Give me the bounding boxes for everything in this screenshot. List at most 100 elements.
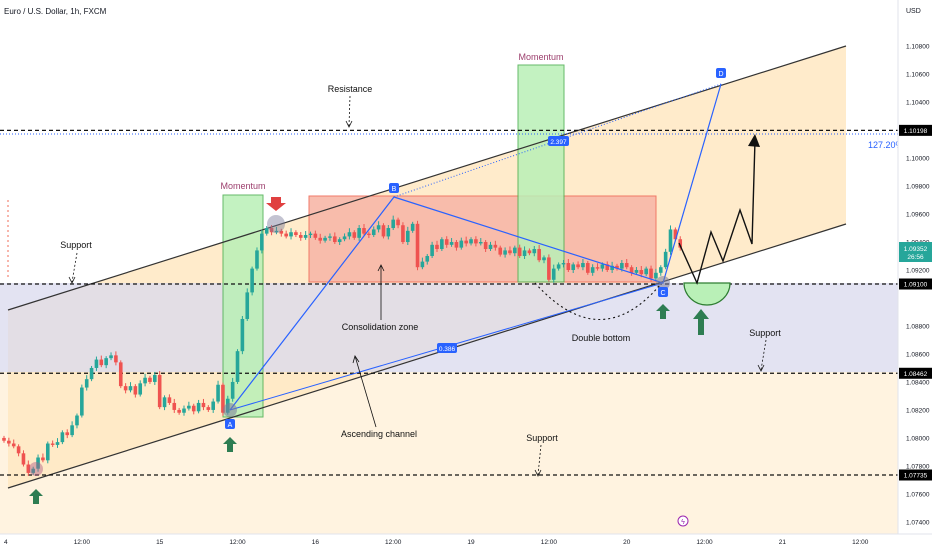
last-price-tag: 1.09352 — [904, 246, 928, 253]
ratio-badge-1: 0.386 — [439, 346, 456, 353]
candle — [264, 228, 269, 234]
candle — [440, 239, 444, 250]
y-tick-label: 1.08600 — [906, 351, 930, 358]
candle — [405, 230, 410, 243]
support-left-pointer — [71, 252, 78, 283]
candle — [55, 442, 60, 445]
projected-path — [678, 139, 756, 286]
candle — [191, 405, 196, 412]
candle — [196, 402, 201, 412]
event-marker-icon[interactable] — [677, 515, 689, 527]
x-tick-label: 12:00 — [852, 539, 869, 546]
candle — [318, 237, 323, 241]
candle — [323, 237, 327, 241]
candle — [425, 256, 430, 262]
point-b-circle — [267, 215, 285, 233]
candle — [371, 229, 376, 236]
projected-arrowhead — [748, 134, 760, 147]
candle — [376, 225, 381, 230]
candle — [41, 457, 45, 461]
candle — [157, 374, 162, 408]
candle — [60, 432, 65, 443]
candle — [99, 359, 104, 366]
candle — [381, 225, 386, 237]
y-tick-label: 1.08200 — [906, 407, 930, 414]
candle — [420, 261, 425, 268]
price-axis-bg[interactable] — [898, 0, 932, 534]
candle — [508, 250, 512, 254]
candle — [352, 232, 357, 238]
candle — [401, 225, 405, 243]
candle — [454, 242, 459, 248]
candle — [235, 351, 240, 382]
x-tick-label: 16 — [312, 539, 320, 546]
candle — [576, 264, 580, 268]
consolidation-pointer-head — [377, 264, 385, 272]
candle — [50, 443, 55, 445]
candle — [303, 235, 308, 238]
candle — [104, 358, 108, 366]
candle — [488, 244, 493, 250]
consolidation-label: Consolidation zone — [342, 322, 419, 332]
candle — [337, 239, 342, 243]
y-tick-label: 1.09800 — [906, 184, 930, 191]
support-band — [0, 283, 898, 372]
resistance-label: Resistance — [328, 84, 373, 94]
x-tick-label: 4 — [4, 539, 8, 546]
candle — [464, 240, 468, 244]
x-ticks-layer: 4 12:00 15 12:00 16 12:00 19 12:00 20 12:00 21 12:0… — [4, 539, 869, 546]
point-a-circle — [223, 403, 237, 417]
level-tag-bg — [899, 469, 932, 481]
candle — [357, 228, 361, 238]
channel-pointer-head — [352, 355, 360, 364]
resistance-pointer — [348, 95, 351, 127]
support-bottom-pointer-head — [534, 469, 542, 477]
candle — [590, 267, 595, 273]
support-left-label: Support — [60, 240, 92, 250]
y-tick-label: 1.08400 — [906, 379, 930, 386]
retest-semicircle — [683, 282, 731, 306]
candle — [663, 251, 668, 268]
candle — [177, 409, 181, 413]
candle — [289, 232, 293, 237]
candle — [240, 318, 245, 352]
countdown-tag: 26:56 — [907, 254, 924, 261]
candle — [367, 233, 371, 236]
x-tick-label: 20 — [623, 539, 631, 546]
candle — [600, 264, 605, 269]
candle — [138, 383, 143, 395]
channel-top-line — [7, 45, 847, 311]
y-tick-label: 1.07800 — [906, 463, 930, 470]
arrow-down-red — [266, 197, 286, 211]
candle — [328, 236, 332, 238]
candle — [595, 267, 600, 269]
candle — [634, 270, 639, 273]
candle — [586, 263, 590, 273]
candle — [444, 239, 449, 245]
candle — [629, 267, 634, 273]
candle — [128, 386, 133, 391]
candle — [396, 219, 400, 226]
point-d-label: D — [718, 71, 723, 78]
point-c-badge — [658, 287, 668, 297]
candle — [639, 270, 644, 275]
candle — [517, 247, 522, 257]
candle — [89, 367, 94, 380]
level-tag-label: 1.10198 — [904, 128, 928, 135]
time-axis-bg[interactable] — [0, 534, 898, 550]
candle — [308, 233, 313, 236]
x-tick-label: 12:00 — [74, 539, 91, 546]
candle — [162, 397, 167, 408]
candle — [469, 239, 473, 244]
candle — [386, 228, 391, 237]
candle — [16, 446, 21, 454]
arrow-up-green-2 — [223, 437, 237, 452]
candle — [459, 240, 464, 248]
y-tick-label: 1.07600 — [906, 491, 930, 498]
candle — [153, 374, 157, 382]
candle — [201, 402, 206, 408]
candle — [167, 397, 172, 403]
candle — [70, 425, 74, 436]
